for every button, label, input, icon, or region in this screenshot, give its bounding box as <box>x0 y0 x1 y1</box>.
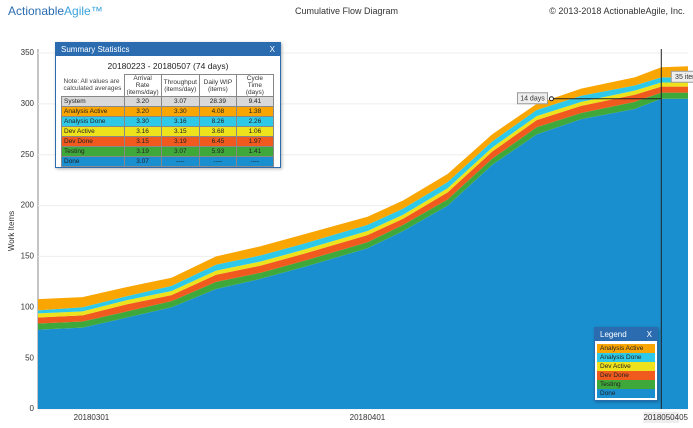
annotation-box <box>670 70 693 83</box>
table-cell: Testing <box>61 146 125 157</box>
logo-text: Agile™ <box>64 4 103 18</box>
y-axis-label: Work Items <box>7 211 16 251</box>
table-cell: Analysis Active <box>61 106 125 117</box>
legend-item[interactable]: Analysis Done <box>597 353 655 362</box>
table-row: Testing 3.19 3.07 5.93 1.41 <box>61 146 274 157</box>
table-cell: ---- <box>198 156 237 167</box>
table-header: Cycle Time (days) <box>235 74 274 97</box>
legend-items: Analysis Active Analysis Done Dev Active De… <box>595 341 657 398</box>
lead-dot <box>548 96 554 102</box>
table-cell: 1.41 <box>235 146 274 157</box>
table-cell: 3.68 <box>198 126 237 137</box>
table-cell: 3.19 <box>160 136 200 147</box>
legend-title: Legend <box>600 330 627 339</box>
y-tick-label: 200 <box>21 201 35 210</box>
top-bar: ActionableAgile™ Cumulative Flow Diagram… <box>0 0 693 22</box>
x-tick-label: 20180301 <box>74 413 110 422</box>
legend-item[interactable]: Done <box>597 389 655 398</box>
table-row: Dev Done 3.15 3.19 6.45 1.97 <box>61 136 274 147</box>
table-cell: 1.06 <box>235 126 274 137</box>
table-cell: 1.97 <box>235 136 274 147</box>
table-cell: 2.26 <box>235 116 274 127</box>
page-title: Cumulative Flow Diagram <box>294 6 399 16</box>
table-header-row: Note: All values are calculated averages… <box>62 74 274 97</box>
logo-text: Actionable <box>8 4 65 18</box>
y-tick-label: 50 <box>25 353 34 362</box>
table-cell: Dev Active <box>61 126 125 137</box>
y-tick-label: 300 <box>21 99 35 108</box>
y-tick-label: 150 <box>21 252 35 261</box>
table-cell: ---- <box>235 156 274 167</box>
table-row: Dev Active 3.16 3.15 3.68 1.06 <box>61 126 274 137</box>
summary-panel: Summary Statistics X 20180223 - 20180507 … <box>55 42 281 168</box>
table-cell: 3.16 <box>160 116 200 127</box>
table-cell: 3.20 <box>123 106 162 117</box>
x-tick-label: 20180401 <box>350 413 386 422</box>
table-row: Done 3.07 ---- ---- ---- <box>61 156 274 167</box>
table-note: Note: All values are calculated averages <box>63 78 122 93</box>
table-row: Analysis Done 3.30 3.16 8.26 2.26 <box>61 116 274 127</box>
table-header: Arrival Rate (items/day) <box>123 74 162 97</box>
area <box>38 98 688 410</box>
table-cell: 3.19 <box>123 146 162 157</box>
summary-header: Summary Statistics X <box>56 43 280 56</box>
y-tick-label: 250 <box>21 150 35 159</box>
table-cell: 6.45 <box>198 136 237 147</box>
table-cell: ---- <box>160 156 200 167</box>
table-header: Throughput (items/day) <box>160 74 200 97</box>
table-cell: 1.38 <box>235 106 274 117</box>
table-cell: 4.08 <box>198 106 237 117</box>
table-cell: 3.07 <box>160 96 200 107</box>
table-cell: Analysis Done <box>61 116 125 127</box>
summary-title: Summary Statistics <box>61 45 130 54</box>
table-cell: 8.26 <box>198 116 237 127</box>
table-cell: Dev Done <box>61 136 125 147</box>
summary-table: Note: All values are calculated averages… <box>61 74 274 167</box>
legend-item[interactable]: Dev Active <box>597 362 655 371</box>
table-cell: 3.07 <box>160 146 200 157</box>
cursor-label-box <box>643 412 680 423</box>
y-tick-label: 100 <box>21 302 35 311</box>
close-button[interactable]: X <box>269 45 275 54</box>
y-tick-label: 350 <box>21 48 35 57</box>
legend: Legend X Analysis Active Analysis Done Dev … <box>594 327 658 401</box>
copyright: © 2013-2018 ActionableAgile, Inc. <box>549 6 685 16</box>
table-cell: 3.15 <box>123 136 162 147</box>
legend-header: Legend X <box>595 328 657 341</box>
y-tick-label: 0 <box>30 404 35 413</box>
table-row: System 3.20 3.07 28.39 9.41 <box>61 96 274 107</box>
table-cell: 3.15 <box>160 126 200 137</box>
annotation-text: 14 days <box>520 96 545 103</box>
table-cell: 3.20 <box>123 96 162 107</box>
logo[interactable]: ActionableAgile™ <box>8 4 103 18</box>
legend-item[interactable]: Analysis Active <box>597 344 655 353</box>
table-cell: 3.16 <box>123 126 162 137</box>
table-cell: 9.41 <box>235 96 274 107</box>
close-button[interactable]: X <box>646 330 652 339</box>
legend-item[interactable]: Testing <box>597 380 655 389</box>
annotation: 14 days <box>516 92 548 105</box>
table-row: Analysis Active 3.20 3.30 4.08 1.38 <box>61 106 274 117</box>
table-cell: 3.30 <box>160 106 200 117</box>
table-header: Daily WIP (items) <box>198 74 237 97</box>
cursor-label: 20180504 <box>643 413 679 422</box>
annotation-box <box>516 92 548 105</box>
annotation: 35 items <box>670 70 693 83</box>
legend-item[interactable]: Dev Done <box>597 371 655 380</box>
table-cell: System <box>61 96 125 107</box>
table-cell: 5.93 <box>198 146 237 157</box>
table-cell: 28.39 <box>198 96 237 107</box>
table-cell: Done <box>61 156 125 167</box>
summary-range: 20180223 - 20180507 (74 days) <box>107 61 229 71</box>
annotation-text: 35 items <box>675 74 693 81</box>
table-cell: 3.30 <box>123 116 162 127</box>
table-cell: 3.07 <box>123 156 162 167</box>
